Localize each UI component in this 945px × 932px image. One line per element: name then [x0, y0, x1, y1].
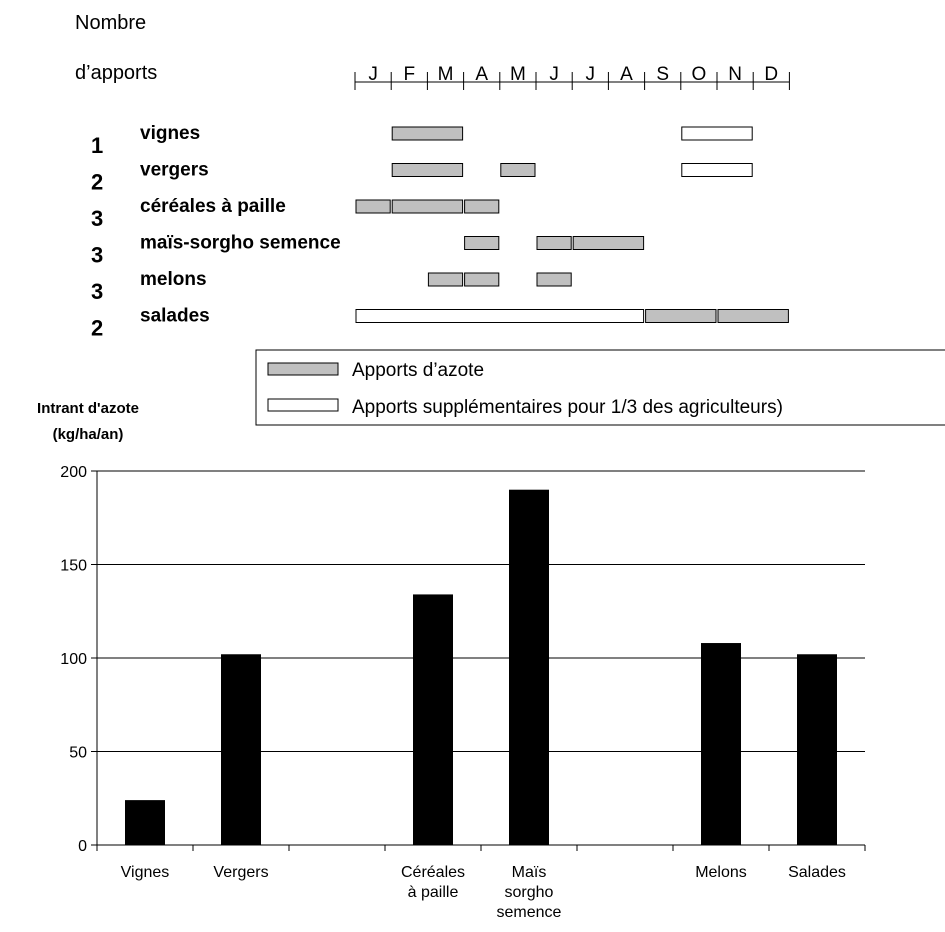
y-axis-title-line1: Intrant d'azote [37, 400, 139, 417]
schedule-header-line1: Nombre [75, 12, 146, 34]
month-label: F [403, 64, 415, 85]
supplementary-application-segment [355, 309, 645, 323]
nitrogen-application-segment [717, 309, 789, 323]
schedule-rows: 1 vignes 2 vergers 3 céréales à paille 3 maïs-s… [91, 123, 789, 341]
schedule-row: 1 vignes [91, 123, 753, 158]
y-tick-label: 150 [60, 558, 87, 575]
legend-label-supp: Apports supplémentaires pour 1/3 des agr… [352, 397, 783, 418]
legend-swatch-supp [267, 398, 339, 412]
legend-swatch-azote [267, 362, 339, 376]
bar [797, 654, 837, 845]
month-label: A [620, 64, 633, 85]
row-application-count: 3 [91, 243, 103, 268]
row-crop-name: vignes [140, 123, 200, 144]
x-category-label: sorgho [505, 884, 554, 901]
legend: Apports d’azote Apports supplémentaires … [255, 349, 945, 426]
nitrogen-application-segment [572, 236, 645, 250]
x-category-label: à paille [408, 884, 459, 901]
schedule-row: 2 salades [91, 306, 789, 341]
supplementary-application-segment [681, 126, 753, 141]
month-label: O [692, 64, 707, 85]
nitrogen-application-segment [464, 236, 500, 250]
x-category-label: Céréales [401, 864, 465, 881]
row-crop-name: maïs-sorgho semence [140, 233, 341, 254]
y-tick-label: 100 [60, 651, 87, 668]
bar [221, 654, 261, 845]
row-crop-name: melons [140, 269, 207, 290]
x-category-label: Salades [788, 864, 846, 881]
schedule-row: 3 melons [91, 269, 572, 304]
x-category-label: Vignes [121, 864, 170, 881]
schedule-row: 2 vergers [91, 160, 753, 195]
legend-box [255, 349, 945, 426]
nitrogen-application-segment [536, 272, 572, 287]
nitrogen-application-segment [391, 199, 464, 214]
nitrogen-application-segment [391, 163, 464, 177]
nitrogen-application-segment [464, 199, 500, 214]
month-label: M [510, 64, 526, 85]
bar [413, 594, 453, 845]
nitrogen-application-segment [464, 272, 500, 287]
nitrogen-application-segment [427, 272, 464, 287]
nitrogen-application-segment [391, 126, 464, 141]
legend-label-azote: Apports d’azote [352, 360, 484, 381]
nitrogen-application-segment [645, 309, 717, 323]
row-crop-name: vergers [140, 160, 209, 181]
bar [701, 643, 741, 845]
y-tick-label: 0 [78, 838, 87, 855]
row-crop-name: céréales à paille [140, 196, 286, 217]
y-tick-label: 50 [69, 745, 87, 762]
row-application-count: 1 [91, 133, 103, 158]
month-label: J [586, 64, 596, 85]
month-label: A [475, 64, 488, 85]
row-crop-name: salades [140, 306, 210, 327]
x-category-label: Vergers [213, 864, 268, 881]
month-label: D [764, 64, 778, 85]
bar-chart: 0 50 100 150 200 Vignes Vergers Céréales à paill… [60, 464, 866, 921]
month-label: J [368, 64, 378, 85]
bar [509, 489, 549, 845]
bar [125, 800, 165, 845]
month-label: N [728, 64, 742, 85]
schedule-row: 3 céréales à paille [91, 196, 500, 231]
x-category-label: Melons [695, 864, 747, 881]
row-application-count: 2 [91, 316, 103, 341]
y-axis-title-line2: (kg/ha/an) [53, 426, 124, 443]
y-tick-label: 200 [60, 464, 87, 481]
nitrogen-application-segment [536, 236, 572, 250]
row-application-count: 3 [91, 206, 103, 231]
supplementary-application-segment [681, 163, 753, 177]
x-category-label: Maïs [512, 864, 547, 881]
month-label: M [438, 64, 454, 85]
row-application-count: 3 [91, 279, 103, 304]
month-label: J [549, 64, 559, 85]
x-category-label: semence [497, 904, 562, 921]
row-application-count: 2 [91, 170, 103, 195]
month-label: S [656, 64, 669, 85]
nitrogen-application-segment [355, 199, 391, 214]
schedule-row: 3 maïs-sorgho semence [91, 233, 645, 268]
nitrogen-application-segment [500, 163, 536, 177]
schedule-header-line2: d’apports [75, 62, 157, 84]
